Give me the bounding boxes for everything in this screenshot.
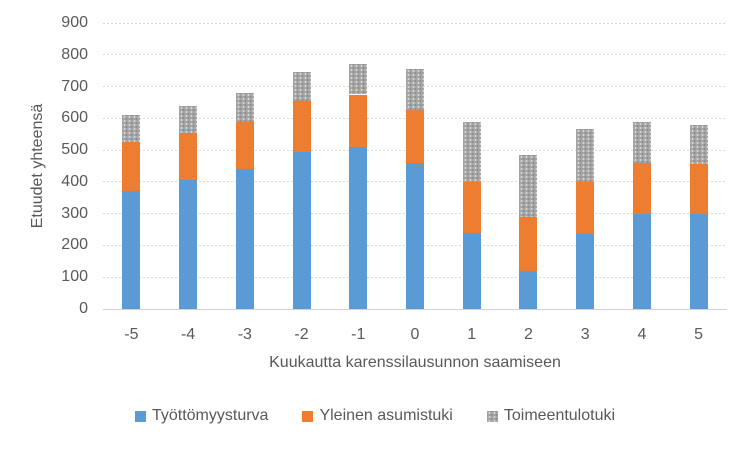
bar-segment-työttömyysturva xyxy=(462,232,481,309)
bar-segment-yleinen-asumistuki xyxy=(179,132,198,181)
bar-segment-työttömyysturva xyxy=(349,146,368,309)
plot-area xyxy=(103,0,727,450)
y-tick-label: 400 xyxy=(61,172,88,190)
x-tick-label: 3 xyxy=(580,326,590,343)
bar-3 xyxy=(576,0,595,450)
y-tick-label: 500 xyxy=(61,141,88,159)
legend-label: Toimeentulotuki xyxy=(503,407,616,424)
bar-segment-yleinen-asumistuki xyxy=(689,164,708,214)
y-tick-label: 800 xyxy=(61,45,88,63)
bar-segment-työttömyysturva xyxy=(406,162,424,309)
bar-segment-toimeentulotuki xyxy=(632,121,651,163)
x-tick-label: 1 xyxy=(467,326,477,343)
bar-0 xyxy=(406,0,424,450)
x-tick-label: 4 xyxy=(637,326,647,343)
bar-segment-yleinen-asumistuki xyxy=(632,162,651,214)
x-tick-label: 5 xyxy=(694,326,704,343)
y-tick-label: 300 xyxy=(61,204,88,222)
bar-2 xyxy=(519,0,538,450)
bar-segment-työttömyysturva xyxy=(689,213,708,309)
y-tick-label: 0 xyxy=(79,300,88,317)
x-tick-label: 2 xyxy=(523,326,533,343)
bar-segment-yleinen-asumistuki xyxy=(462,181,481,233)
legend-label: Yleinen asumistuki xyxy=(319,407,453,424)
bar-segment-toimeentulotuki xyxy=(576,129,595,182)
bar-segment-työttömyysturva xyxy=(632,213,651,309)
bar-segment-yleinen-asumistuki xyxy=(406,110,424,163)
bar--4 xyxy=(179,0,198,450)
bar-segment-yleinen-asumistuki xyxy=(235,121,254,170)
bar-segment-yleinen-asumistuki xyxy=(122,142,141,192)
x-tick-label: -3 xyxy=(237,326,252,343)
bar-segment-yleinen-asumistuki xyxy=(349,94,368,147)
legend-swatch-icon xyxy=(134,410,146,422)
x-tick-label: -5 xyxy=(124,326,139,343)
y-tick-label: 200 xyxy=(61,236,88,254)
bar--2 xyxy=(292,0,311,450)
y-tick-label: 700 xyxy=(61,77,88,95)
bar-segment-yleinen-asumistuki xyxy=(519,216,538,271)
bar-segment-työttömyysturva xyxy=(576,234,595,309)
bar-segment-toimeentulotuki xyxy=(406,69,424,111)
bar--1 xyxy=(349,0,368,450)
bar-segment-työttömyysturva xyxy=(122,191,141,309)
bar-segment-toimeentulotuki xyxy=(235,92,254,122)
bar-segment-yleinen-asumistuki xyxy=(292,100,311,152)
legend-swatch-icon xyxy=(486,410,498,422)
bar-segment-työttömyysturva xyxy=(519,270,538,309)
bar-segment-toimeentulotuki xyxy=(349,64,368,95)
legend: Työttömyysturva Yleinen asumistuki Toimeen… xyxy=(0,407,750,425)
bar-segment-työttömyysturva xyxy=(235,169,254,309)
y-tick-label: 600 xyxy=(61,109,88,127)
gridline xyxy=(103,22,727,24)
bar-1 xyxy=(462,0,481,450)
x-tick-label: -2 xyxy=(294,326,309,343)
bar--3 xyxy=(235,0,254,450)
bar-segment-toimeentulotuki xyxy=(292,72,311,101)
bar-segment-toimeentulotuki xyxy=(519,154,538,217)
legend-item-yleinen-asumistuki: Yleinen asumistuki xyxy=(302,407,453,425)
bar-segment-toimeentulotuki xyxy=(689,124,708,165)
bar-segment-yleinen-asumistuki xyxy=(576,181,595,235)
legend-label: Työttömyysturva xyxy=(151,407,269,424)
bar-segment-toimeentulotuki xyxy=(462,121,481,182)
bar-4 xyxy=(632,0,651,450)
bar--5 xyxy=(122,0,141,450)
y-tick-label: 900 xyxy=(61,14,88,31)
bar-5 xyxy=(689,0,708,450)
bar-segment-työttömyysturva xyxy=(179,180,198,309)
gridline xyxy=(103,54,727,56)
x-tick-label: -1 xyxy=(351,326,366,343)
legend-item-työttömyysturva: Työttömyysturva xyxy=(134,407,269,425)
x-tick-label: -4 xyxy=(180,326,196,343)
bar-segment-työttömyysturva xyxy=(292,151,311,309)
x-axis-title: Kuukautta karenssilausunnon saamiseen xyxy=(269,354,561,371)
legend-swatch-icon xyxy=(302,410,314,422)
legend-item-toimeentulotuki: Toimeentulotuki xyxy=(486,407,616,425)
bar-segment-toimeentulotuki xyxy=(179,105,198,133)
bar-segment-toimeentulotuki xyxy=(122,115,141,143)
y-tick-label: 100 xyxy=(61,268,88,286)
x-tick-label: 0 xyxy=(410,326,420,343)
x-axis-line xyxy=(103,308,727,310)
